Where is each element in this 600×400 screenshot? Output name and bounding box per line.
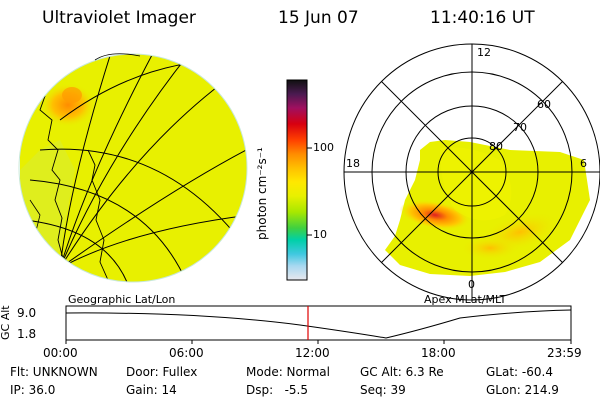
mlt-label-0: 0 <box>468 278 475 291</box>
status-dsp: Dsp: -5.5 <box>246 383 309 397</box>
status-seq: Seq: 39 <box>360 383 406 397</box>
time-label: 11:40:16 UT <box>430 8 535 28</box>
alt-xtick-2359: 23:59 <box>547 346 582 360</box>
mlat-label-60: 60 <box>537 98 551 111</box>
alt-xtick-1800: 18:00 <box>421 346 456 360</box>
mlat-label-70: 70 <box>513 121 527 134</box>
alt-ytick-9: 9.0 <box>17 306 37 320</box>
geographic-map <box>18 53 248 283</box>
colorbar-unit-label: photon cm⁻²s⁻¹ <box>255 147 269 240</box>
altitude-plot <box>65 305 572 344</box>
mlt-label-12: 12 <box>477 46 491 59</box>
status-gain: Gain: 14 <box>126 383 177 397</box>
apex-polar-map <box>343 43 600 301</box>
status-door: Door: Fullex <box>126 365 198 379</box>
status-flt: Flt: UNKNOWN <box>10 365 98 379</box>
status-gc-alt: GC Alt: 6.3 Re <box>360 365 444 379</box>
status-glat: GLat: -60.4 <box>486 365 553 379</box>
alt-ylabel: GC Alt <box>0 305 12 340</box>
colorbar-tick-100: 100 <box>313 141 334 154</box>
status-mode: Mode: Normal <box>246 365 330 379</box>
alt-xtick-1200: 12:00 <box>295 346 330 360</box>
color-bar <box>286 79 312 281</box>
status-glon: GLon: 214.9 <box>486 383 559 397</box>
mlat-label-80: 80 <box>489 140 503 153</box>
colorbar-tick-10: 10 <box>313 228 327 241</box>
instrument-title: Ultraviolet Imager <box>42 8 196 28</box>
mlt-label-18: 18 <box>346 157 360 170</box>
mlt-label-6: 6 <box>580 157 587 170</box>
right-map-caption: Apex MLat/MLT <box>424 293 507 306</box>
date-label: 15 Jun 07 <box>278 8 359 28</box>
alt-ytick-1-8: 1.8 <box>17 327 37 341</box>
alt-xtick-0000: 00:00 <box>43 346 78 360</box>
left-map-caption: Geographic Lat/Lon <box>68 293 176 306</box>
status-ip: IP: 36.0 <box>10 383 56 397</box>
alt-xtick-0600: 06:00 <box>169 346 204 360</box>
